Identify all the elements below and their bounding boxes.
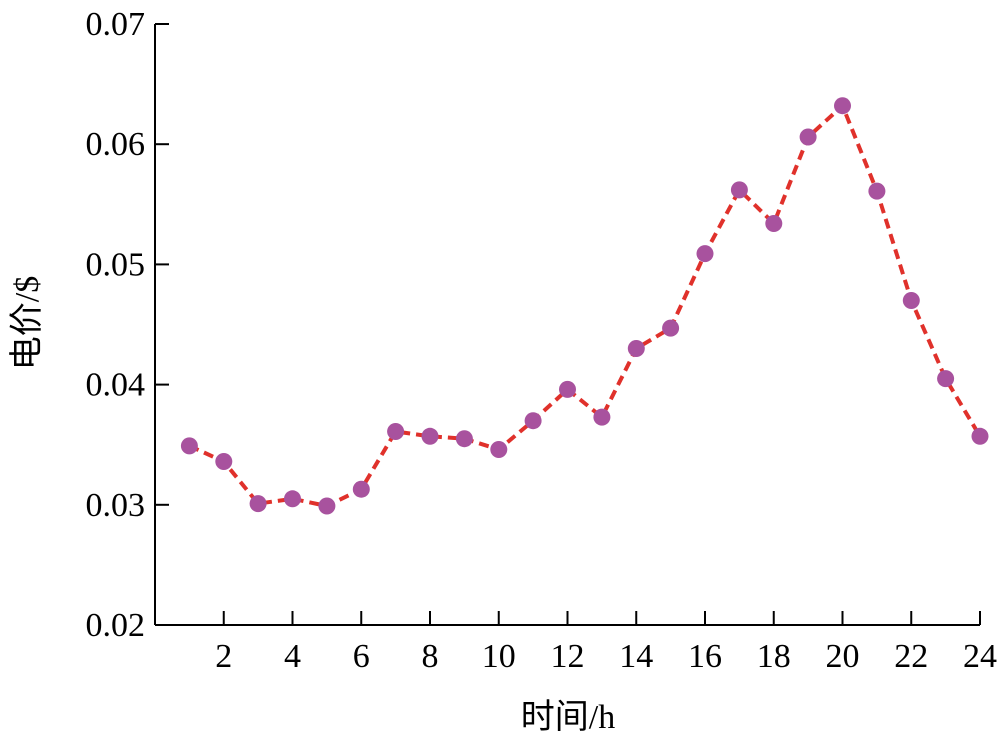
data-point xyxy=(284,490,301,508)
data-point xyxy=(215,453,233,470)
data-point xyxy=(834,97,851,115)
series-line xyxy=(188,103,982,508)
x-tick-label: 24 xyxy=(963,638,997,675)
y-tick-label: 0.02 xyxy=(86,607,146,644)
data-point xyxy=(490,441,508,458)
data-point xyxy=(421,427,439,445)
data-point xyxy=(696,245,714,263)
data-point xyxy=(249,495,267,513)
data-point xyxy=(455,430,473,448)
data-point xyxy=(868,182,886,200)
y-tick-label: 0.06 xyxy=(86,126,146,163)
x-tick-label: 8 xyxy=(422,638,439,675)
x-tick-label: 14 xyxy=(619,638,653,675)
data-point xyxy=(352,480,370,498)
x-axis-title: 时间/h xyxy=(521,699,615,736)
y-tick-label: 0.04 xyxy=(86,367,146,404)
x-tick-label: 6 xyxy=(353,638,370,675)
data-point xyxy=(627,340,645,357)
data-point xyxy=(799,128,817,146)
data-point xyxy=(730,181,748,199)
series-layer xyxy=(180,97,989,515)
y-tick-label: 0.03 xyxy=(86,487,146,524)
data-point xyxy=(765,215,783,232)
x-tick-label: 4 xyxy=(284,638,301,675)
x-tick-label: 20 xyxy=(826,638,860,675)
data-point xyxy=(937,370,955,388)
axes: 0.020.030.040.050.060.072 4 6 8 10 12 14 16 18 20… xyxy=(86,6,998,675)
y-axis-title: 电价/$ xyxy=(8,276,46,370)
x-tick-label: 22 xyxy=(894,638,928,675)
data-point xyxy=(971,427,989,445)
y-tick-label: 0.05 xyxy=(86,246,146,283)
x-tick-label: 12 xyxy=(551,638,585,675)
data-point xyxy=(318,497,336,515)
data-point xyxy=(902,292,920,309)
data-point xyxy=(387,423,405,440)
data-point xyxy=(662,319,680,337)
data-point xyxy=(593,408,611,426)
y-tick-label: 0.07 xyxy=(86,6,146,43)
data-point xyxy=(524,412,542,430)
x-tick-label: 2 xyxy=(215,638,232,675)
data-point xyxy=(180,437,198,455)
x-tick-label: 10 xyxy=(482,638,516,675)
x-tick-label: 16 xyxy=(688,638,722,675)
x-tick-label: 18 xyxy=(757,638,791,675)
data-point xyxy=(559,380,576,398)
